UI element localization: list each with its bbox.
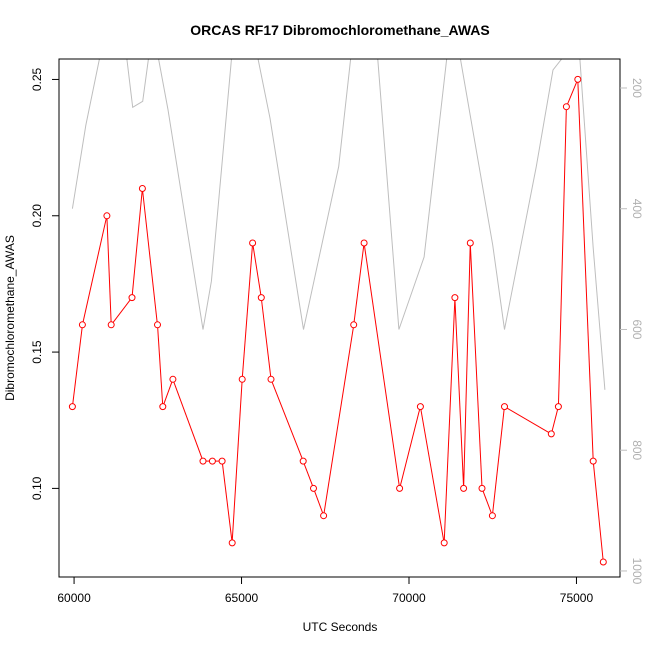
primary-series-segment [314, 491, 324, 513]
data-point [299, 457, 307, 465]
y2-axis: 200 400 600 800 1000 [620, 78, 644, 585]
x-tick-label: 65000 [225, 591, 259, 605]
data-point [562, 103, 570, 111]
x-tick-label: 60000 [57, 591, 91, 605]
data-point [460, 484, 468, 492]
primary-series-segment [463, 245, 471, 486]
y2-tick-label: 400 [630, 199, 644, 219]
y2-tick-label: 800 [630, 440, 644, 460]
primary-series-segment [106, 218, 112, 322]
chart-title: ORCAS RF17 Dibromochloromethane_AWAS [190, 22, 490, 38]
y-axis-label: Dibromochloromethane_AWAS [3, 235, 17, 401]
primary-series-segment [82, 218, 107, 323]
data-point [128, 294, 136, 302]
y-tick-label: 0.20 [30, 204, 44, 228]
primary-series-segment [567, 82, 578, 105]
data-point [320, 512, 328, 520]
primary-series-segment [482, 491, 492, 514]
data-point [249, 239, 257, 247]
x-tick-label: 75000 [560, 591, 594, 605]
data-point [159, 403, 167, 411]
x-axis-label: UTC Seconds [303, 620, 378, 634]
data-point [199, 457, 207, 465]
data-point [574, 75, 582, 83]
primary-series-segment [558, 109, 567, 404]
data-point [78, 321, 86, 329]
primary-series-segment [142, 191, 158, 322]
data-point [501, 403, 508, 411]
data-point [267, 375, 275, 383]
secondary-series [71, 59, 606, 390]
primary-series-segment [261, 300, 272, 377]
data-point [360, 239, 368, 247]
primary-series-segment [72, 327, 83, 404]
primary-series-segment [593, 464, 604, 560]
data-point [238, 375, 246, 383]
secondary-series-line [71, 59, 606, 390]
y2-tick-label: 1000 [630, 558, 644, 585]
primary-series-segment [469, 245, 483, 486]
primary-series-segment [551, 409, 559, 432]
primary-series-segment [443, 300, 456, 540]
data-point [599, 558, 607, 566]
primary-series-segment [454, 300, 464, 486]
data-point [547, 430, 555, 438]
data-point [440, 539, 448, 547]
y2-tick-label: 600 [630, 319, 644, 339]
data-point [228, 539, 236, 547]
data-point [103, 212, 111, 220]
primary-series-segment [131, 191, 143, 295]
primary-series-segment [364, 245, 400, 486]
primary-series-segment [271, 381, 303, 459]
data-point [554, 403, 562, 411]
data-point [257, 294, 265, 302]
primary-series-segment [353, 245, 365, 322]
data-point [350, 321, 358, 329]
primary-series-segment [303, 463, 313, 486]
data-point [138, 185, 146, 192]
primary-series-segment [577, 82, 594, 459]
plot-border [58, 58, 621, 578]
data-point [451, 294, 459, 302]
y-tick-label: 0.25 [30, 67, 44, 91]
data-point [416, 403, 424, 411]
primary-series-segment [222, 464, 233, 540]
y-axis: 0.10 0.15 0.20 0.25 [30, 67, 59, 500]
y2-tick-label: 200 [630, 78, 644, 98]
primary-series-segment [506, 407, 549, 433]
data-point [466, 239, 474, 247]
data-point [107, 321, 115, 329]
data-point [488, 512, 496, 520]
data-point [218, 457, 226, 465]
data-point [589, 457, 597, 465]
data-point [154, 321, 161, 329]
primary-series-segment [157, 327, 164, 404]
primary-series-segment [323, 327, 354, 513]
y-tick-label: 0.15 [30, 340, 44, 364]
data-point [68, 403, 76, 411]
data-point [478, 484, 486, 492]
primary-series-segment [492, 409, 505, 513]
primary-series-segment [241, 245, 253, 377]
primary-series-segment [252, 245, 262, 295]
data-point [169, 375, 177, 383]
primary-series-segment [399, 409, 421, 486]
primary-series-segment [163, 382, 173, 404]
primary-series [68, 75, 607, 566]
primary-series-segment [112, 299, 131, 323]
y-tick-label: 0.10 [30, 476, 44, 500]
primary-series-segment [420, 409, 445, 541]
primary-series-segment [173, 382, 203, 459]
x-tick-label: 70000 [392, 591, 426, 605]
primary-series-segment [231, 382, 243, 540]
x-axis: 60000 65000 70000 75000 [57, 577, 593, 605]
data-point [208, 457, 216, 465]
data-point [396, 484, 404, 492]
data-point [310, 484, 317, 492]
